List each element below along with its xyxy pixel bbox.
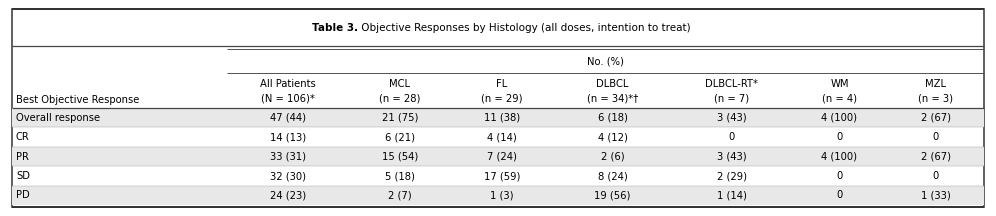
Text: 14 (13): 14 (13) [270,132,306,142]
Text: CR: CR [16,132,30,142]
Text: 4 (100): 4 (100) [822,113,858,123]
Text: 32 (30): 32 (30) [270,171,306,181]
Text: 0: 0 [837,171,843,181]
Text: 2 (7): 2 (7) [388,191,411,200]
Text: DLBCL: DLBCL [597,79,628,89]
Text: 7 (24): 7 (24) [487,152,517,162]
Text: 19 (56): 19 (56) [595,191,630,200]
Text: 0: 0 [932,132,939,142]
Text: (n = 34)*†: (n = 34)*† [587,94,638,104]
Text: 1 (14): 1 (14) [717,191,747,200]
Text: 2 (67): 2 (67) [921,152,951,162]
Text: 1 (3): 1 (3) [490,191,514,200]
Text: 3 (43): 3 (43) [717,152,746,162]
Text: 2 (29): 2 (29) [717,171,747,181]
Text: 0: 0 [837,132,843,142]
Bar [12,147,984,166]
Text: 33 (31): 33 (31) [270,152,306,162]
Text: 8 (24): 8 (24) [598,171,627,181]
Text: MCL: MCL [389,79,410,89]
Text: PD: PD [16,191,30,200]
Text: 0: 0 [932,171,939,181]
Text: (n = 3): (n = 3) [918,94,953,104]
Text: PR: PR [16,152,29,162]
Text: No. (%): No. (%) [588,56,624,66]
Text: 21 (75): 21 (75) [381,113,418,123]
Text: (n = 7): (n = 7) [714,94,749,104]
Text: 15 (54): 15 (54) [381,152,418,162]
Text: Best Objective Response: Best Objective Response [16,95,139,105]
Text: FL: FL [496,79,508,89]
Text: WM: WM [831,79,849,89]
Text: 2 (67): 2 (67) [921,113,951,123]
Text: 4 (12): 4 (12) [598,132,627,142]
Bar [12,108,984,127]
Text: Table 3.: Table 3. [312,22,358,33]
Text: (n = 4): (n = 4) [822,94,857,104]
Text: 24 (23): 24 (23) [270,191,306,200]
Text: All Patients: All Patients [260,79,316,89]
Text: Table 3. Objective Responses by Histology (all doses, intention to treat): Table 3. Objective Responses by Histolog… [0,215,1,216]
Text: Table 3.: Table 3. [0,215,1,216]
Text: 47 (44): 47 (44) [270,113,306,123]
Text: 6 (18): 6 (18) [598,113,627,123]
Text: DLBCL-RT*: DLBCL-RT* [705,79,758,89]
Text: 11 (38): 11 (38) [484,113,520,123]
Text: 1 (33): 1 (33) [921,191,951,200]
Text: SD: SD [16,171,30,181]
Bar [12,186,984,205]
Text: 3 (43): 3 (43) [717,113,746,123]
Text: 5 (18): 5 (18) [384,171,414,181]
Text: 0: 0 [728,132,735,142]
Text: 2 (6): 2 (6) [601,152,624,162]
Text: (n = 28): (n = 28) [379,94,420,104]
Text: 4 (14): 4 (14) [487,132,517,142]
Text: (n = 29): (n = 29) [481,94,523,104]
Text: Overall response: Overall response [16,113,100,123]
Text: 17 (59): 17 (59) [484,171,520,181]
Text: 6 (21): 6 (21) [384,132,415,142]
Text: MZL: MZL [925,79,946,89]
Text: Objective Responses by Histology (all doses, intention to treat): Objective Responses by Histology (all do… [358,22,690,33]
Text: 0: 0 [837,191,843,200]
Text: 4 (100): 4 (100) [822,152,858,162]
Text: (N = 106)*: (N = 106)* [261,94,315,104]
